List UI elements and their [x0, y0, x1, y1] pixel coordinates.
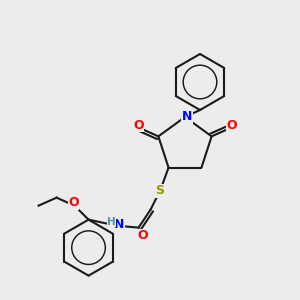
Text: N: N: [182, 110, 192, 124]
Text: O: O: [133, 119, 144, 132]
Text: O: O: [226, 119, 237, 132]
Text: O: O: [68, 196, 79, 209]
Text: O: O: [137, 229, 148, 242]
Text: S: S: [155, 184, 164, 197]
Text: H: H: [107, 217, 116, 227]
Text: N: N: [114, 218, 125, 231]
